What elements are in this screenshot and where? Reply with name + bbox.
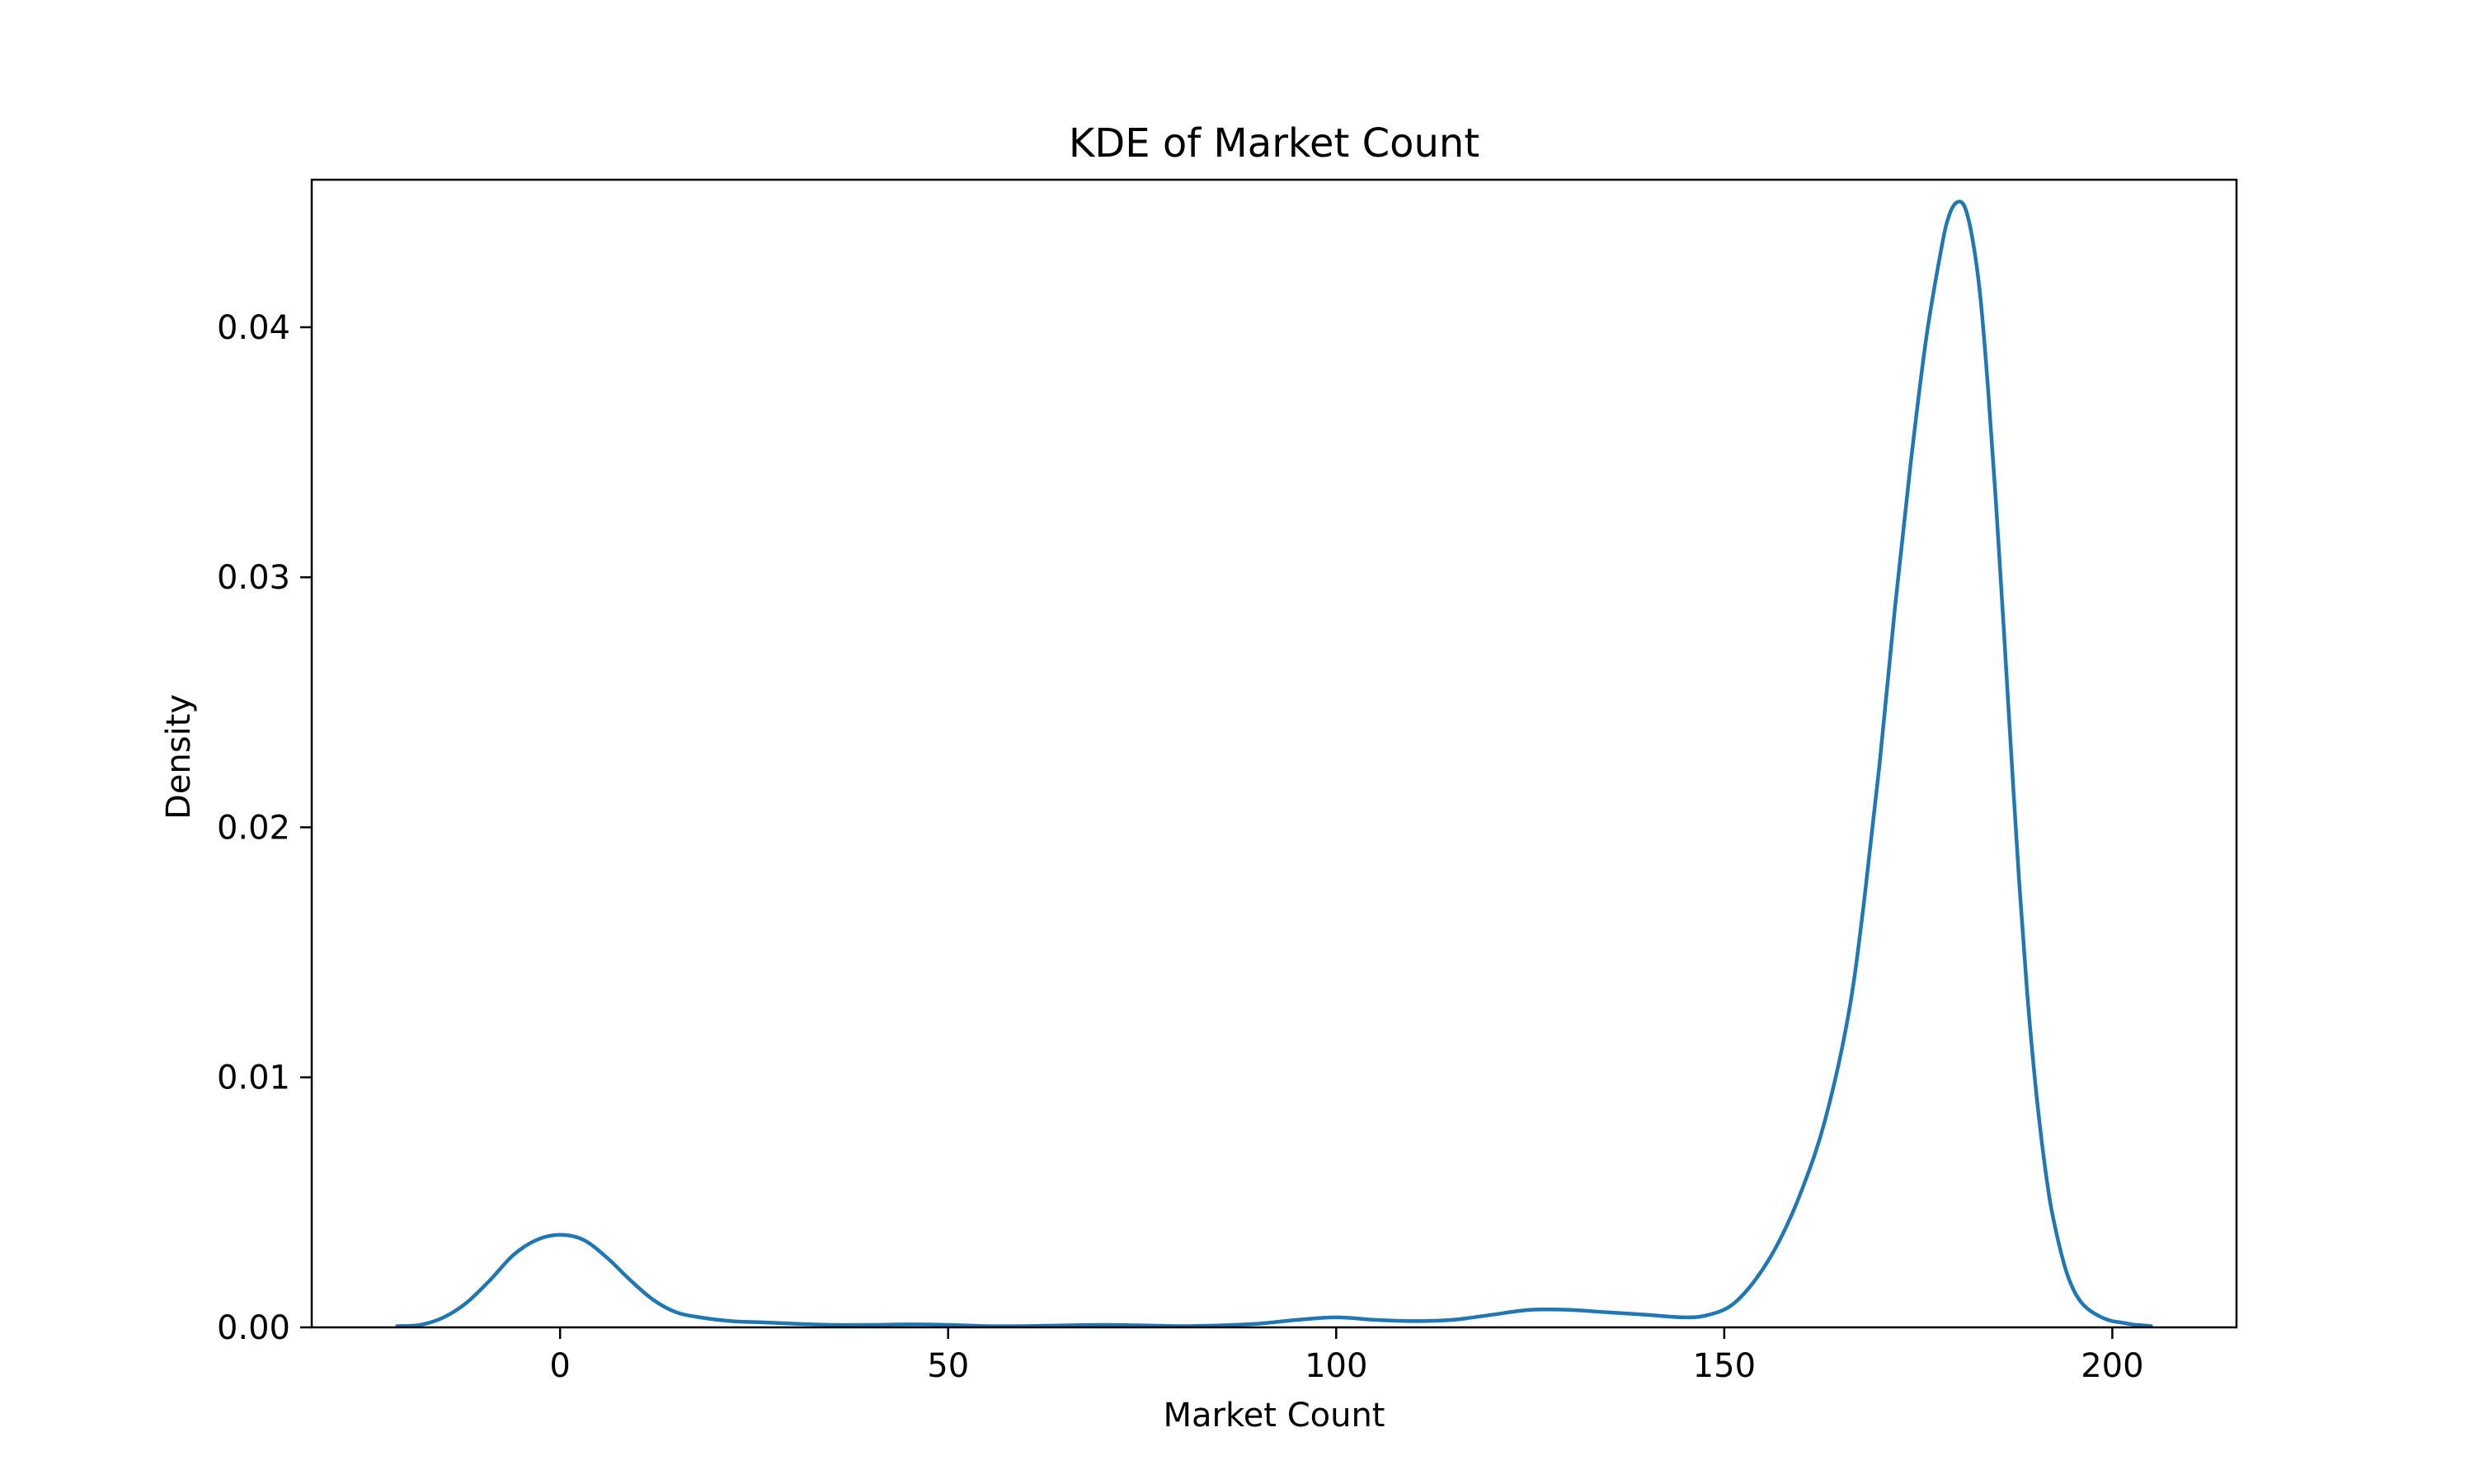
y-tick-label: 0.00 [217,1309,290,1347]
density-curve [395,200,2153,1328]
x-axis-title: Market Count [1163,1397,1385,1435]
y-tick-label: 0.02 [217,809,290,847]
x-tick-label: 50 [927,1347,969,1385]
y-axis-title: Density [160,694,198,819]
chart-title: KDE of Market Count [1069,120,1479,167]
plot-frame [310,178,2238,1329]
x-tick-label: 200 [2081,1347,2143,1385]
x-tick-label: 150 [1693,1347,1756,1385]
x-tick-label: 100 [1305,1347,1367,1385]
y-tick-label: 0.04 [217,309,290,347]
y-axis-ticks: 0.00 0.01 0.02 0.03 0.04 [217,309,312,1347]
y-tick-label: 0.01 [217,1059,290,1097]
x-tick-label: 0 [549,1347,570,1385]
y-tick-label: 0.03 [217,559,290,597]
x-axis-ticks: 0 50 100 150 200 [549,1327,2144,1385]
